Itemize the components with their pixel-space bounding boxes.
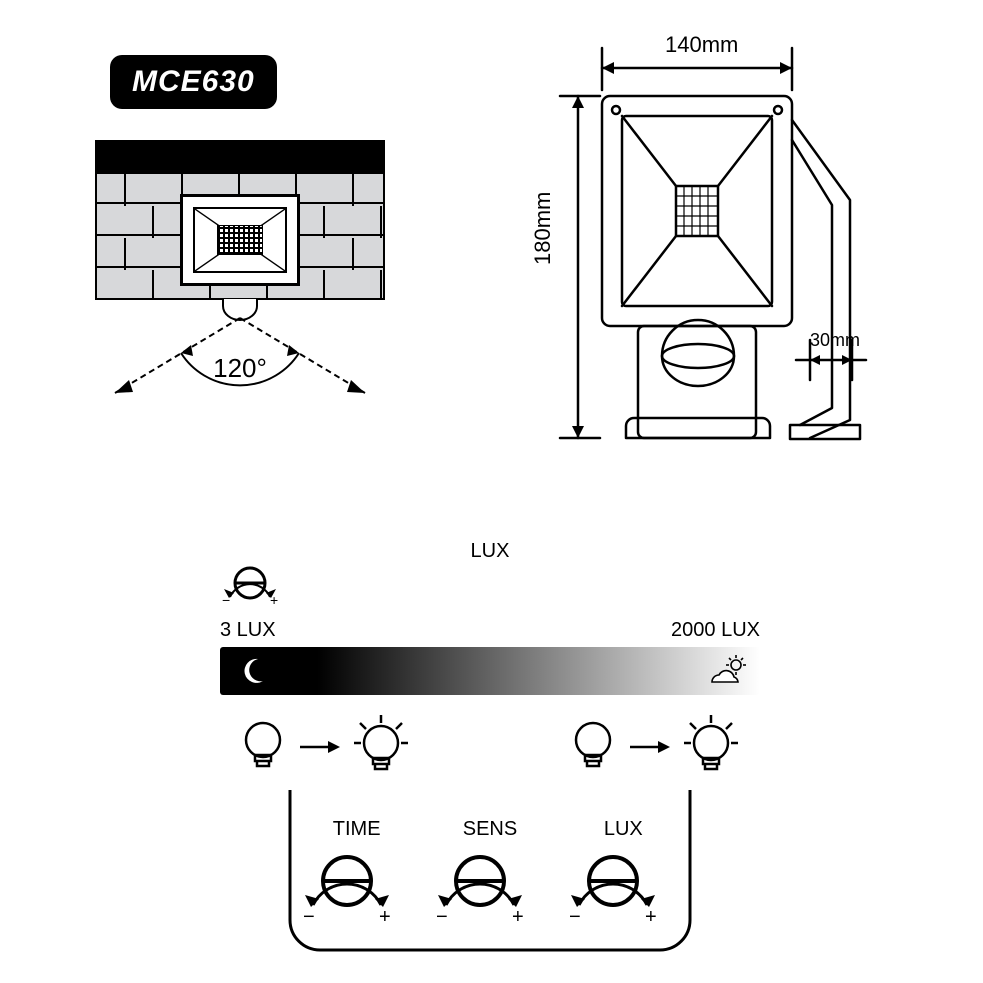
detection-angle-label: 120° (213, 353, 267, 384)
svg-text:+: + (270, 592, 278, 605)
floodlight-on-wall-icon (180, 194, 300, 286)
dimension-figure: 140mm 180mm 30mm (530, 30, 910, 470)
arrow-right-icon (628, 737, 670, 757)
bulb-on-icon (352, 713, 410, 781)
lux-sensitivity-figure: LUX − + 3 LUX 2000 LUX (220, 540, 760, 781)
svg-text:−: − (222, 592, 230, 605)
wall-mount-figure: 120° (95, 140, 385, 418)
lux-knob-label: LUX (471, 540, 510, 562)
detection-angle-diagram: 120° (95, 298, 385, 418)
dim-width-label: 140mm (665, 32, 738, 58)
bulb-transition-dark (240, 713, 410, 781)
control-panel-figure: TIME − + SENS − + (270, 790, 710, 960)
lux-min-label: 3 LUX (220, 619, 276, 642)
bulb-off-icon (240, 716, 286, 778)
lux-max-label: 2000 LUX (671, 619, 760, 642)
arrow-right-icon (298, 737, 340, 757)
dim-depth-label: 30mm (810, 330, 860, 351)
dim-height-label: 180mm (530, 192, 556, 265)
lux-knob-icon: − + (220, 563, 280, 605)
bulb-off-icon (570, 716, 616, 778)
brick-wall (95, 140, 385, 300)
lux-gradient-bar (220, 647, 760, 695)
moon-icon (238, 656, 268, 686)
bulb-transition-light (570, 713, 740, 781)
bulb-on-icon (682, 713, 740, 781)
model-badge: MCE630 (110, 55, 277, 109)
sun-cloud-icon (706, 654, 750, 688)
